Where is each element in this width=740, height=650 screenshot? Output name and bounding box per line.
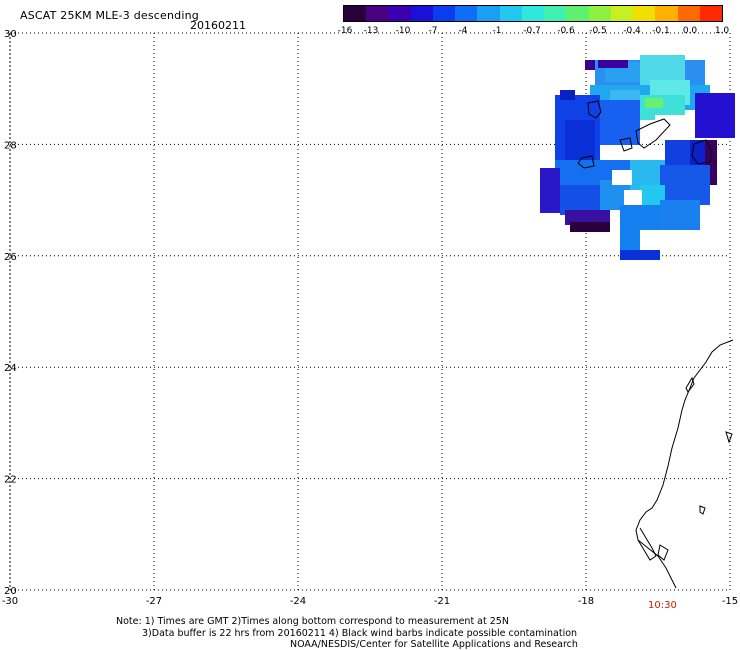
swath-cell [565, 120, 595, 160]
color-scale-step [699, 6, 722, 21]
island-gran-canaria [619, 137, 633, 152]
swath-cell [620, 250, 660, 260]
color-scale-label: -13 [363, 26, 379, 36]
color-scale-step [344, 6, 367, 21]
color-scale-label: -0.7 [523, 26, 541, 36]
island-gomera [577, 155, 595, 169]
swath-cell [560, 90, 575, 100]
color-scale-label: -0.4 [623, 26, 641, 36]
swath-gap [624, 190, 642, 205]
lake-outline-2 [699, 505, 706, 515]
longitude-tick-label: -21 [434, 596, 450, 607]
swath-cell [540, 168, 560, 213]
color-scale-step [633, 6, 656, 21]
color-scale-step [655, 6, 678, 21]
swath-gap [612, 170, 632, 185]
color-scale-label: -10 [395, 26, 411, 36]
swath-cell [695, 93, 735, 138]
color-scale-label: 1.0 [714, 26, 730, 36]
color-scale-label: 0.0 [682, 26, 698, 36]
longitude-tick-label: -27 [146, 596, 162, 607]
longitude-tick-label: -24 [290, 596, 306, 607]
lake-outline [725, 431, 733, 444]
island-la-palma [587, 100, 602, 119]
headland-outline [657, 544, 669, 561]
swath-cell [600, 100, 640, 145]
africa-coastline [635, 339, 734, 589]
color-scale-step [610, 6, 634, 21]
island-fuerteventura [691, 139, 713, 165]
note-line-2: 3)Data buffer is 22 hrs from 20160211 4)… [142, 628, 578, 639]
product-title: ASCAT 25KM MLE-3 descending [20, 9, 199, 22]
color-scale-step [566, 6, 589, 21]
color-scale-step [521, 6, 545, 21]
note-line-3: NOAA/NESDIS/Center for Satellite Applica… [290, 639, 578, 650]
color-scale-step [499, 6, 522, 21]
latitude-tick-label: 24 [4, 363, 17, 374]
swath-gap [655, 115, 685, 130]
axis-labels: -30 -27 -24 -21 -18 -15 30 28 26 24 22 20 [2, 29, 738, 607]
color-scale-step [366, 6, 389, 21]
color-scale-step [455, 6, 478, 21]
product-date: 20160211 [190, 19, 246, 32]
color-scale-step [432, 6, 456, 21]
color-scale-label: -0.1 [652, 26, 670, 36]
swath-cell [565, 210, 610, 225]
island-small [685, 376, 695, 393]
color-scale-label: -4 [458, 26, 468, 36]
color-scale-step [388, 6, 411, 21]
bay-outline [637, 527, 657, 561]
color-scale-label: -7 [428, 26, 438, 36]
swath-cell [585, 60, 595, 70]
latitude-tick-label: 22 [4, 475, 17, 486]
swath-cell [570, 222, 610, 232]
coastline [577, 100, 734, 589]
swath-cell [660, 165, 710, 205]
swath-gap [640, 230, 670, 250]
latitude-tick-label: 30 [4, 29, 17, 40]
time-label: 10:30 [648, 600, 677, 611]
color-scale-labels: -16 -13 -10 -7 -4 -1 -0.7 -0.6 -0.5 -0.4 -0.1 0.0 1.… [330, 26, 740, 38]
note-line-1: Note: 1) Times are GMT 2)Times along bot… [116, 616, 509, 627]
color-scale-label: -0.6 [557, 26, 575, 36]
latitude-tick-label: 20 [4, 586, 17, 597]
color-scale-step [677, 6, 700, 21]
color-scale-step [544, 6, 567, 21]
color-scale-bar [343, 5, 723, 22]
color-scale-step [477, 6, 500, 21]
longitude-tick-label: -18 [578, 596, 594, 607]
island-tenerife [635, 118, 671, 149]
swath-cell [660, 200, 700, 230]
color-scale-label: -0.5 [589, 26, 607, 36]
color-scale-step [410, 6, 433, 21]
longitude-tick-label: -30 [2, 596, 18, 607]
latitude-tick-label: 28 [4, 140, 17, 151]
color-scale-step [588, 6, 611, 21]
swath-cell [598, 60, 628, 68]
latitude-tick-label: 26 [4, 252, 17, 263]
wind-swath [540, 55, 735, 260]
color-scale-label: -16 [337, 26, 353, 36]
swath-cell [645, 98, 663, 108]
longitude-tick-label: -15 [722, 596, 738, 607]
color-scale-label: -1 [492, 26, 502, 36]
